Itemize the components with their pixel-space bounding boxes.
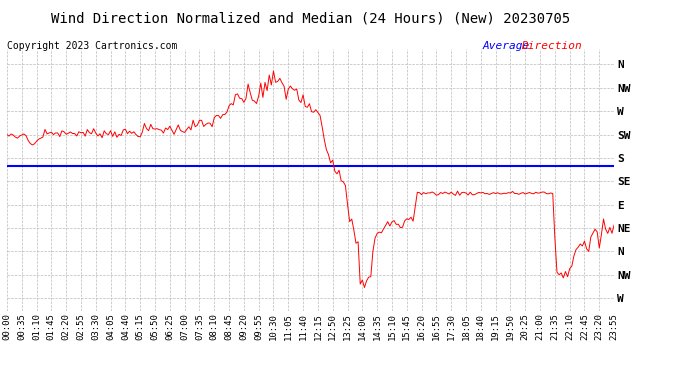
Text: Direction: Direction (521, 41, 582, 51)
Text: Wind Direction Normalized and Median (24 Hours) (New) 20230705: Wind Direction Normalized and Median (24… (51, 11, 570, 25)
Text: Average: Average (483, 41, 530, 51)
Text: Copyright 2023 Cartronics.com: Copyright 2023 Cartronics.com (7, 41, 177, 51)
